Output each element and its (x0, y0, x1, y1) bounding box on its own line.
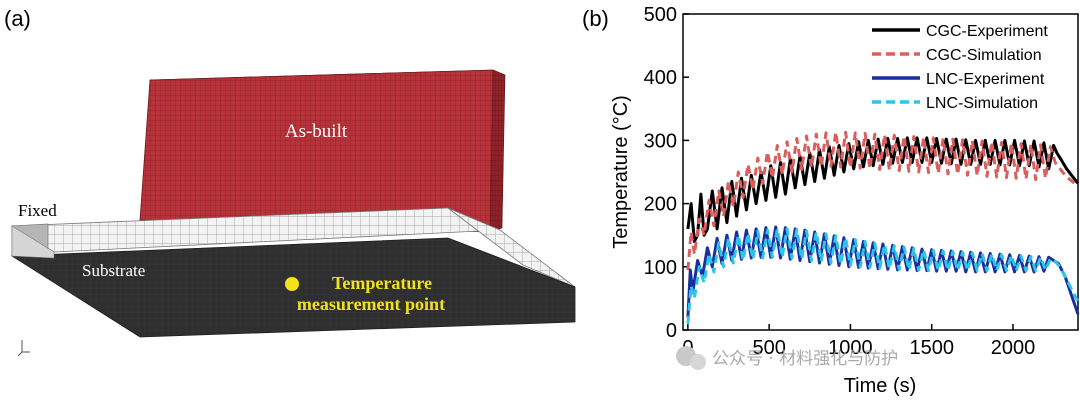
series-line-cgc-simulation (686, 130, 1079, 271)
y-axis-title: Temperature (°C) (610, 95, 632, 249)
x-tick-label: 500 (752, 337, 785, 359)
temperature-point-label-line2: measurement point (297, 294, 445, 314)
x-tick-label: 1000 (828, 337, 873, 359)
legend-label: CGC-Simulation (926, 47, 1042, 64)
y-tick-label: 100 (644, 257, 677, 279)
panel-b: (b) 0 100 200 300 400 500 0 500 1000 1500 2000 Te… (582, 4, 1080, 397)
plot-frame (682, 13, 1079, 331)
x-axis-title: Time (s) (844, 375, 917, 397)
substrate-front-edge (11, 225, 55, 259)
temperature-point-marker (285, 277, 299, 291)
series-line-lnc-simulation (686, 227, 1080, 324)
fixed-label: Fixed (18, 201, 57, 220)
series-lines (686, 130, 1080, 324)
y-tick-label: 300 (644, 130, 677, 152)
legend-label: CGC-Experiment (926, 23, 1048, 40)
legend-label: LNC-Experiment (926, 71, 1045, 88)
legend: CGC-Experiment CGC-Simulation LNC-Experime… (872, 23, 1048, 112)
as-built-label: As-built (285, 121, 348, 142)
panel-a: (a) As-built Fixed Substrate Temperature… (4, 6, 576, 357)
substrate-label: Substrate (82, 261, 145, 280)
axis-triad-icon (17, 340, 30, 357)
temperature-point-label-line1: Temperature (332, 273, 432, 293)
y-tick-label: 500 (644, 4, 677, 26)
series-line-cgc-experiment (686, 136, 1080, 243)
panel-a-label: (a) (4, 6, 31, 31)
y-tick-label: 0 (666, 320, 677, 342)
legend-label: LNC-Simulation (926, 95, 1038, 112)
y-tick-label: 200 (644, 194, 677, 216)
y-axis-ticks: 0 100 200 300 400 500 (644, 4, 689, 342)
watermark: 公众号 · 材料强化与防护 (676, 346, 898, 370)
panel-b-label: (b) (582, 6, 609, 31)
x-tick-label: 1500 (909, 337, 954, 359)
y-tick-label: 400 (644, 67, 677, 89)
x-tick-label: 2000 (991, 337, 1036, 359)
as-built-front-face (139, 69, 494, 233)
watermark-text: 公众号 · 材料强化与防护 (712, 349, 898, 369)
